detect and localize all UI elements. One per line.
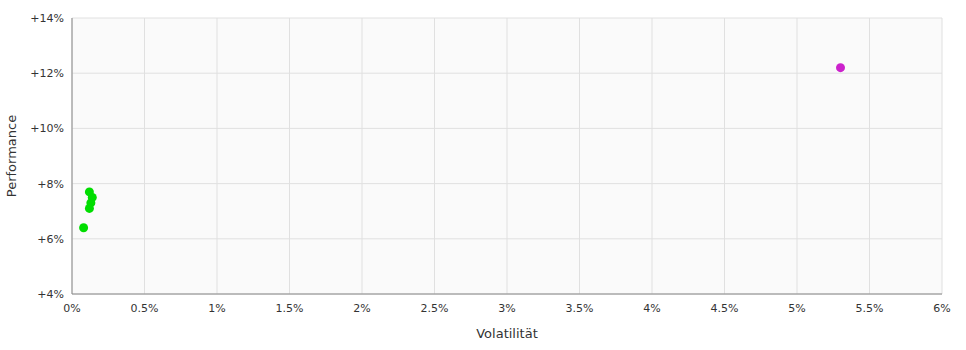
x-grid-line [289,18,290,294]
y-grid-line [72,73,942,74]
chart-container: 0% 0.5% 1% 1.5% 2% 2.5% 3% 3.5% 4% 4.5% 5% 5.5% 6% +4… [0,0,966,350]
x-grid-line [507,18,508,294]
x-grid-line [869,18,870,294]
x-tick-label: 1.5% [276,302,304,315]
x-grid-line [797,18,798,294]
y-grid-line [72,294,942,295]
x-tick-label: 0% [63,302,80,315]
x-tick-label: 0.5% [131,302,159,315]
x-grid-line [144,18,145,294]
y-tick-label: +4% [37,288,64,301]
y-tick-label: +14% [30,12,64,25]
y-grid-line [72,128,942,129]
axes: 0% 0.5% 1% 1.5% 2% 2.5% 3% 3.5% 4% 4.5% 5% 5.5% 6% +4… [30,12,950,315]
marks [79,63,845,232]
y-axis-line [72,18,73,294]
y-tick-label: +12% [30,67,64,80]
scatter-point [85,204,94,213]
scatter-point [836,63,845,72]
x-tick-label: 6% [933,302,950,315]
y-grid-line [72,238,942,239]
x-tick-label: 3.5% [566,302,594,315]
x-axis-line [72,294,942,295]
x-grid-line [434,18,435,294]
scatter-point [79,223,88,232]
x-grid-line [217,18,218,294]
x-grid-line [652,18,653,294]
series-1 [836,63,845,72]
y-grid-line [72,183,942,184]
x-tick-label: 3% [498,302,515,315]
x-tick-label: 4.5% [711,302,739,315]
chart-svg: 0% 0.5% 1% 1.5% 2% 2.5% 3% 3.5% 4% 4.5% 5% 5.5% 6% +4… [0,0,966,350]
y-tick-label: +6% [37,233,64,246]
y-tick-label: +10% [30,122,64,135]
x-tick-label: 5.5% [856,302,884,315]
x-tick-label: 2.5% [421,302,449,315]
series-0 [79,187,97,232]
plot-area [72,18,942,294]
x-tick-label: 5% [788,302,805,315]
x-grid-line [942,18,943,294]
grid [72,18,942,294]
x-tick-label: 1% [208,302,225,315]
x-axis-title: Volatilität [476,326,538,341]
x-tick-label: 2% [353,302,370,315]
x-grid-line [724,18,725,294]
x-tick-label: 4% [643,302,660,315]
x-grid-line [362,18,363,294]
y-axis-title: Performance [4,115,19,197]
y-grid-line [72,18,942,19]
x-grid-line [72,18,73,294]
y-tick-label: +8% [37,178,64,191]
x-grid-line [579,18,580,294]
